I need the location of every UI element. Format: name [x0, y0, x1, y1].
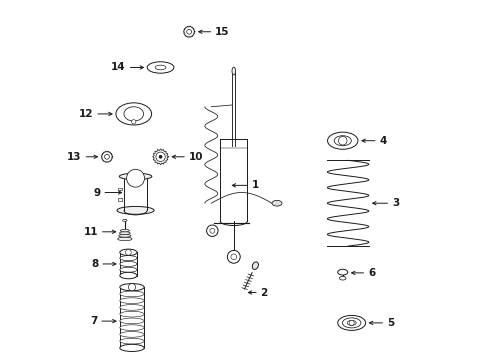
Circle shape: [209, 228, 214, 233]
Text: 12: 12: [79, 109, 93, 119]
Ellipse shape: [120, 338, 144, 344]
Ellipse shape: [231, 67, 235, 75]
Ellipse shape: [116, 103, 151, 125]
Text: 6: 6: [367, 268, 375, 278]
Ellipse shape: [120, 344, 144, 351]
Circle shape: [348, 320, 353, 325]
Ellipse shape: [117, 206, 154, 214]
Ellipse shape: [337, 315, 365, 330]
Text: 11: 11: [83, 227, 98, 237]
Ellipse shape: [342, 318, 360, 328]
Ellipse shape: [118, 237, 132, 241]
Ellipse shape: [120, 249, 137, 256]
Polygon shape: [183, 26, 194, 37]
Text: 13: 13: [67, 152, 81, 162]
Circle shape: [227, 250, 240, 263]
Ellipse shape: [271, 201, 282, 206]
Circle shape: [131, 120, 136, 124]
Ellipse shape: [120, 229, 129, 232]
Ellipse shape: [120, 273, 137, 279]
Ellipse shape: [333, 136, 350, 146]
Ellipse shape: [120, 284, 144, 291]
Text: 5: 5: [386, 318, 393, 328]
Circle shape: [206, 225, 218, 237]
Circle shape: [128, 284, 135, 291]
Ellipse shape: [119, 234, 131, 237]
Ellipse shape: [120, 325, 144, 330]
Text: 10: 10: [188, 152, 203, 162]
Ellipse shape: [252, 262, 258, 269]
Ellipse shape: [120, 318, 144, 324]
Text: 1: 1: [251, 180, 258, 190]
Ellipse shape: [120, 291, 144, 297]
Circle shape: [230, 254, 236, 260]
Polygon shape: [101, 151, 112, 162]
Text: 8: 8: [91, 259, 98, 269]
Circle shape: [126, 169, 144, 187]
Ellipse shape: [120, 261, 137, 266]
Circle shape: [125, 249, 131, 255]
Text: 15: 15: [215, 27, 229, 37]
Ellipse shape: [346, 320, 355, 325]
Ellipse shape: [120, 298, 144, 303]
Polygon shape: [152, 149, 168, 165]
Text: 3: 3: [391, 198, 399, 208]
Ellipse shape: [122, 219, 127, 221]
Ellipse shape: [119, 173, 151, 180]
Bar: [118, 198, 122, 201]
Ellipse shape: [119, 232, 130, 235]
Bar: [118, 188, 122, 190]
Text: 14: 14: [111, 63, 125, 72]
Ellipse shape: [337, 269, 347, 275]
Ellipse shape: [147, 62, 174, 73]
Ellipse shape: [120, 267, 137, 272]
Ellipse shape: [120, 332, 144, 337]
Ellipse shape: [155, 65, 165, 70]
Ellipse shape: [120, 256, 137, 261]
Text: 4: 4: [379, 136, 386, 146]
Circle shape: [159, 155, 162, 158]
Ellipse shape: [120, 311, 144, 317]
Text: 2: 2: [260, 288, 267, 297]
Circle shape: [338, 136, 346, 145]
Text: 7: 7: [90, 316, 97, 326]
Text: 9: 9: [93, 188, 101, 198]
Ellipse shape: [339, 276, 345, 280]
Ellipse shape: [327, 132, 357, 149]
Ellipse shape: [123, 107, 143, 121]
Ellipse shape: [120, 305, 144, 310]
